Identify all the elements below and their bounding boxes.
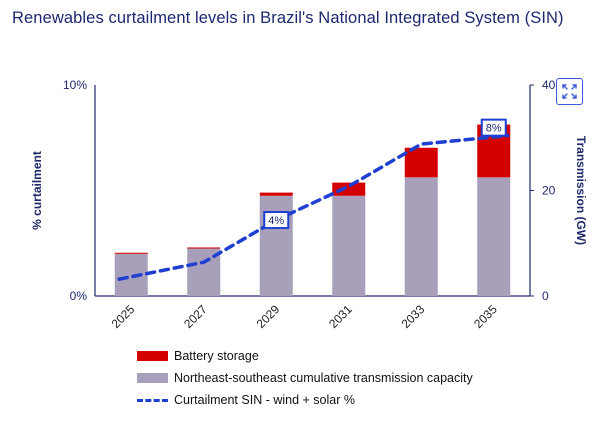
right-tick-label: 40 [542, 78, 556, 92]
data-label: 8% [486, 123, 502, 135]
curtailment-line [117, 133, 510, 281]
legend-item-curtailment: Curtailment SIN - wind + solar % [137, 389, 473, 411]
chart-title: Renewables curtailment levels in Brazil'… [12, 9, 564, 27]
bar-battery [114, 252, 148, 254]
data-label: 4% [268, 215, 284, 227]
chart-legend: Battery storage Northeast-southeast cumu… [137, 345, 473, 411]
bar-transmission [114, 253, 148, 296]
x-tick-label: 2029 [254, 302, 283, 331]
legend-label-transmission: Northeast-southeast cumulative transmiss… [174, 371, 473, 385]
bar-battery [259, 192, 293, 196]
x-tick-label: 2027 [181, 302, 210, 331]
legend-swatch-curtailment [137, 398, 168, 402]
x-tick-label: 2025 [109, 302, 138, 331]
right-tick-label: 0 [542, 289, 549, 303]
data-label-box [480, 118, 507, 137]
x-tick-label: 2035 [471, 302, 500, 331]
bar-transmission [332, 195, 366, 296]
left-axis-title: % curtailment [30, 151, 44, 230]
bar-transmission [477, 177, 511, 296]
legend-swatch-transmission [137, 373, 168, 383]
bar-battery [332, 182, 366, 196]
expand-arrows-icon [562, 84, 577, 99]
legend-item-transmission: Northeast-southeast cumulative transmiss… [137, 367, 473, 389]
x-tick-label: 2033 [399, 302, 428, 331]
right-tick-label: 20 [542, 184, 556, 198]
legend-label-battery: Battery storage [174, 349, 259, 363]
bar-battery [404, 147, 438, 178]
legend-swatch-battery [137, 351, 168, 361]
bar-battery [187, 247, 221, 249]
left-tick-label: 0% [70, 289, 88, 303]
legend-label-curtailment: Curtailment SIN - wind + solar % [174, 393, 355, 407]
right-axis-title: Transmission (GW) [574, 136, 588, 245]
expand-button[interactable] [556, 78, 583, 105]
bar-transmission [404, 177, 438, 296]
x-tick-label: 2031 [326, 302, 355, 331]
legend-item-battery: Battery storage [137, 345, 473, 367]
bar-transmission [259, 195, 293, 296]
left-tick-label: 10% [63, 78, 87, 92]
data-label-box [263, 211, 290, 230]
